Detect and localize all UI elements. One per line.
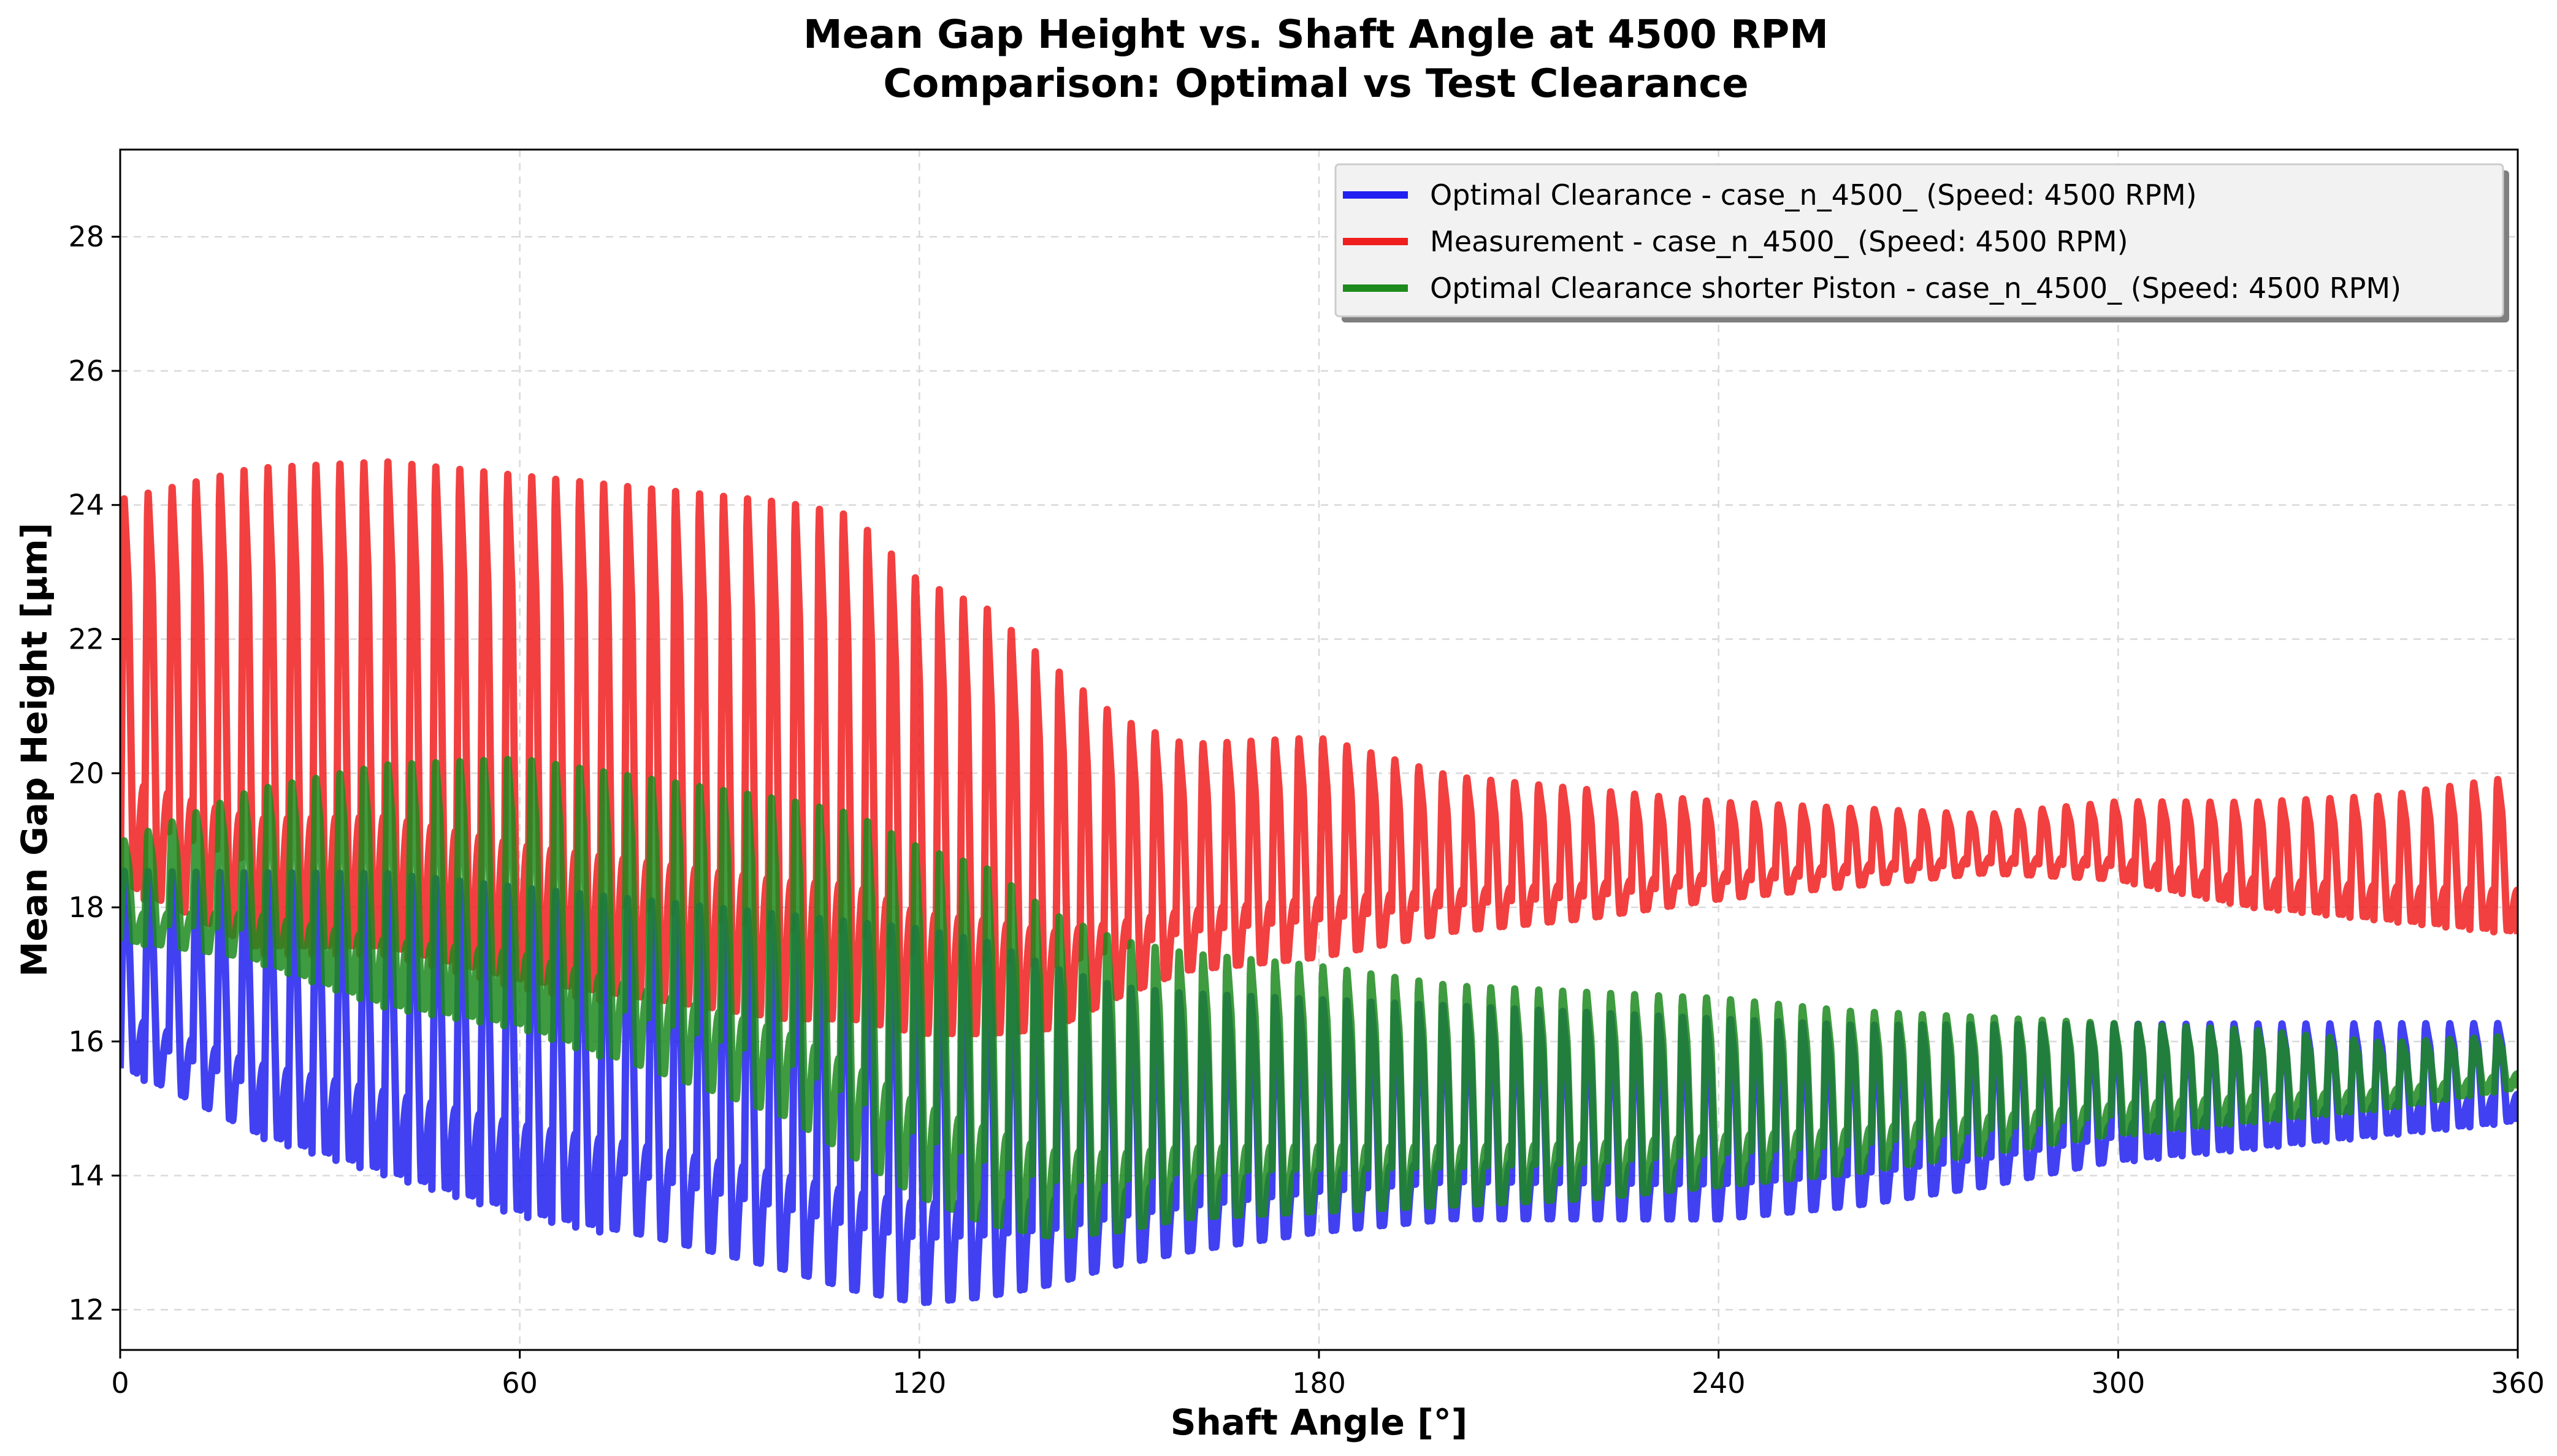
y-tick-label: 22 [68,623,104,656]
legend: Optimal Clearance - case_n_4500_ (Speed:… [1334,163,2509,322]
legend-label: Measurement - case_n_4500_ (Speed: 4500 … [1430,225,2128,258]
x-axis-label: Shaft Angle [°] [1171,1401,1467,1443]
legend-box [1334,163,2504,318]
series-line-1 [120,458,2518,1038]
x-axis: 0 60 120 180 240 300 360 [111,1350,2545,1400]
y-axis: 12 14 16 18 20 22 24 26 28 [68,220,120,1326]
y-tick-label: 12 [68,1293,104,1326]
x-tick-label: 60 [502,1366,538,1400]
chart-subtitle: Comparison: Optimal vs Test Clearance [883,61,1748,107]
x-tick-label: 0 [111,1366,129,1400]
y-tick-label: 28 [68,220,104,253]
y-tick-label: 26 [68,354,104,387]
y-tick-label: 20 [68,757,104,790]
x-tick-label: 120 [892,1366,946,1400]
y-tick-label: 24 [68,489,104,522]
x-tick-label: 180 [1292,1366,1346,1400]
series-line-2 [120,755,2518,1240]
y-tick-label: 14 [68,1159,104,1192]
x-tick-label: 360 [2491,1366,2545,1400]
y-tick-label: 18 [68,891,104,924]
legend-label: Optimal Clearance shorter Piston - case_… [1430,272,2401,305]
x-tick-label: 240 [1692,1366,1746,1400]
plot-area [120,458,2518,1306]
chart-title: Mean Gap Height vs. Shaft Angle at 4500 … [803,12,1829,58]
y-tick-label: 16 [68,1025,104,1058]
y-axis-label: Mean Gap Height [µm] [13,523,55,977]
x-tick-label: 300 [2091,1366,2145,1400]
legend-label: Optimal Clearance - case_n_4500_ (Speed:… [1430,178,2197,212]
